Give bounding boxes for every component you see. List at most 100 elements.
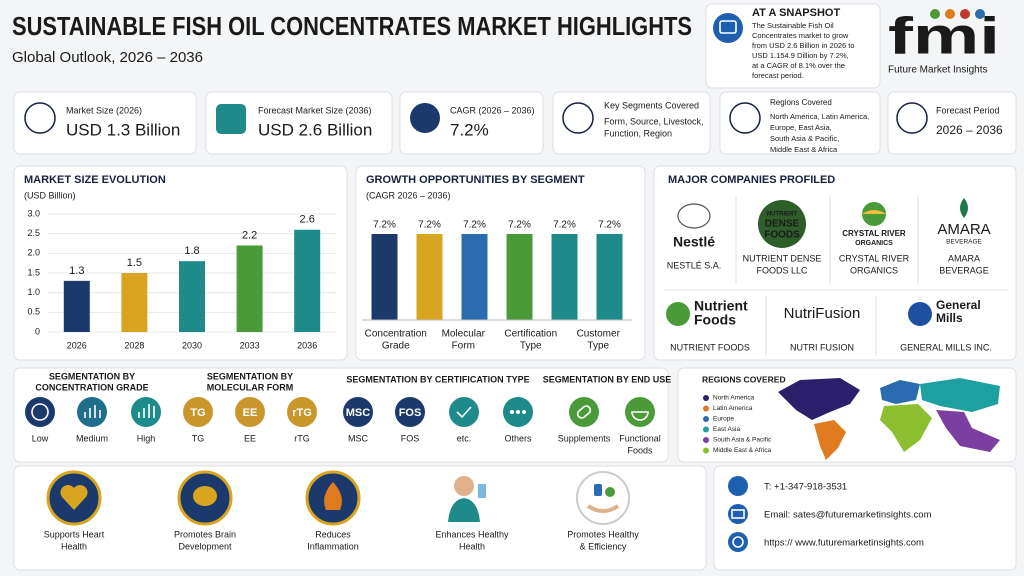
x-tick-label: Customer	[577, 329, 621, 340]
benefit-label: Inflammation	[307, 541, 359, 551]
segment-icon	[235, 397, 265, 427]
segment-label: TG	[192, 433, 205, 443]
kpi-label: Forecast Period	[936, 105, 1000, 115]
brand-logo: fmi Future Market Insights	[888, 8, 1000, 76]
value-label: 1.3	[69, 265, 84, 277]
legend-swatch	[703, 447, 709, 454]
x-tick-label: 2026	[67, 340, 87, 350]
contact-url: https:// www.futuremarketinsights.com	[764, 538, 924, 549]
contact-icon	[728, 532, 748, 552]
logo-dot	[930, 9, 940, 19]
logo-dot	[960, 9, 970, 19]
value-label: 7.2%	[598, 220, 621, 231]
segment-badge: EE	[243, 407, 258, 419]
snapshot-line: The Sustainable Fish Oil	[752, 21, 834, 30]
bar	[179, 261, 205, 332]
contact-phone: T: +1-347-918-3531	[764, 482, 847, 493]
segment-icon-glyph	[576, 405, 592, 419]
legend-label: South Asia & Pacific	[713, 437, 772, 444]
chart-title: GROWTH OPPORTUNITIES BY SEGMENT	[366, 174, 585, 186]
page-title: SUSTAINABLE FISH OIL CONCENTRATES MARKET…	[12, 11, 692, 41]
company-name: NUTRI FUSION	[790, 342, 854, 352]
segment-icon-glyph	[31, 403, 49, 421]
benefit-label: Reduces	[315, 529, 351, 539]
benefit-glyph	[594, 484, 602, 496]
bar	[461, 234, 488, 320]
value-label: 7.2%	[553, 220, 576, 231]
bar	[294, 229, 321, 332]
segment-icon	[395, 397, 425, 427]
segment-label: Foods	[627, 445, 653, 455]
regions: REGIONS COVERED North America Latin Ameri…	[677, 367, 1017, 463]
snapshot-title: AT A SNAPSHOT	[752, 7, 840, 19]
benefit-glyph	[60, 485, 88, 510]
legend-swatch	[703, 416, 709, 422]
kpi-value: 7.2%	[450, 120, 489, 139]
kpi-card	[552, 91, 711, 155]
kpi-value: USD 1.3 Billion	[66, 120, 180, 139]
company-emblem	[666, 302, 690, 326]
segment-label: etc.	[457, 433, 472, 443]
legend-swatch	[703, 426, 709, 433]
segment-icon-glyph	[84, 405, 101, 418]
segment-icon	[343, 397, 373, 427]
benefit-glyph	[193, 486, 217, 506]
company-emblem	[862, 210, 886, 214]
segment-title: SEGMENTATION BY	[207, 371, 293, 381]
benefit-person	[448, 498, 480, 522]
segment-icon	[287, 397, 317, 427]
page-subtitle: Global Outlook, 2026 – 2036	[12, 49, 203, 66]
kpi-label: CAGR (2026 – 2036)	[450, 105, 535, 115]
benefit-glyph	[586, 504, 620, 513]
segment-label: FOS	[401, 433, 420, 443]
logo-dot	[975, 9, 985, 19]
kpi-row: Market Size (2026) USD 1.3 Billion Forec…	[13, 91, 1017, 155]
regions-title: REGIONS COVERED	[702, 374, 786, 384]
bar	[506, 234, 533, 320]
segment-icon-glyph	[456, 406, 472, 419]
value-label: 7.2%	[508, 220, 531, 231]
snapshot-icon	[713, 13, 743, 43]
legend-label: East Asia	[713, 426, 740, 433]
company-logo: NUTRIENT	[767, 212, 798, 218]
snapshot-line: USD 1.154.9 Dillion by 7.2%,	[752, 51, 849, 60]
segment-icon	[131, 397, 161, 427]
x-tick-label: 2033	[240, 340, 260, 350]
snapshot-line: forecast period.	[752, 71, 804, 80]
map-region	[778, 378, 860, 420]
kpi-value: 2026 – 2036	[936, 123, 1003, 137]
benefit-person	[454, 476, 474, 496]
segment-icon-glyph	[631, 411, 649, 421]
y-tick-label: 1.0	[27, 287, 40, 297]
map-region	[880, 404, 932, 452]
kpi-line: South Asia & Pacific,	[770, 134, 839, 143]
segment-label: Medium	[76, 433, 108, 443]
company-name: FOODS LLC	[756, 265, 808, 275]
company-logo: ORGANICS	[855, 240, 893, 247]
x-tick-label: Grade	[382, 341, 410, 352]
map-region	[936, 410, 1000, 452]
bar	[596, 234, 623, 320]
value-label: 2.2	[242, 229, 257, 241]
legend-label: Europe	[713, 416, 734, 423]
segment-icon-glyph	[138, 404, 155, 418]
kpi-value: USD 2.6 Billion	[258, 120, 372, 139]
company-emblem	[758, 200, 806, 248]
companies-title: MAJOR COMPANIES PROFILED	[668, 174, 835, 186]
benefit-label: Promotes Brain	[174, 529, 236, 539]
x-tick-label: Concentration	[365, 329, 427, 340]
y-tick-label: 3.0	[27, 208, 40, 218]
segment-badge: rTG	[292, 407, 312, 419]
company-emblem	[677, 203, 711, 229]
x-tick-label: Certification	[504, 329, 557, 340]
kpi-card	[887, 91, 1017, 155]
kpi-line: Form, Source, Livestock,	[604, 116, 704, 126]
value-label: 7.2%	[373, 220, 396, 231]
company-name: GENERAL MILLS INC.	[900, 342, 992, 352]
segment-label: Low	[32, 433, 49, 443]
benefit-glyph	[478, 484, 486, 498]
snapshot-line: from USD 2.6 Billion in 2026 to	[752, 41, 855, 50]
x-tick-label: Type	[520, 341, 542, 352]
benefit-label: Health	[61, 541, 87, 551]
bar	[371, 234, 398, 320]
